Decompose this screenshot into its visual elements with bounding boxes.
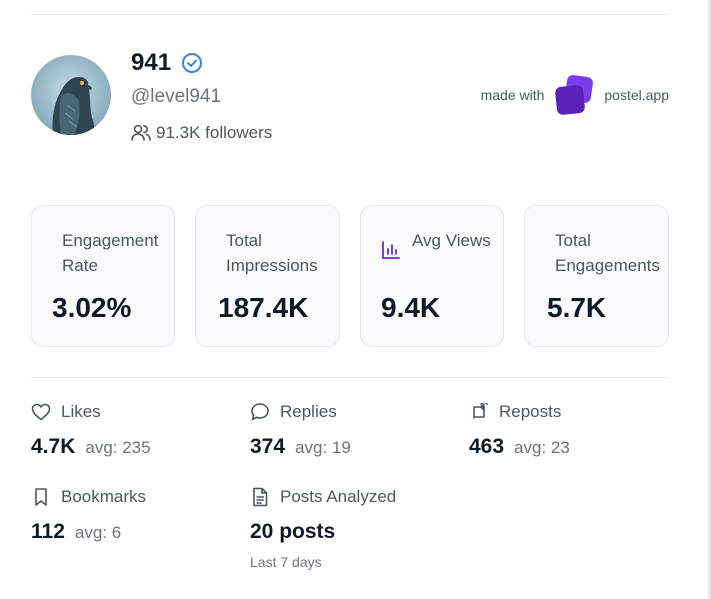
posts-analyzed-metric: Posts Analyzed 20 posts Last 7 days	[250, 485, 460, 585]
verified-badge-icon	[181, 52, 203, 74]
posts-analyzed-label: Posts Analyzed	[280, 487, 397, 506]
posts-analyzed-period: Last 7 days	[250, 554, 322, 570]
profile-handle[interactable]: @level941	[131, 86, 222, 107]
avg-views-label: Avg Views	[412, 231, 491, 250]
comment-icon	[251, 403, 269, 421]
profile-header: 941 @level941 91.3K followers made with …	[31, 48, 669, 158]
avg-views-card: Avg Views 9.4K	[360, 205, 504, 347]
replies-avg: avg: 19	[295, 438, 351, 457]
replies-metric: Replies 374 avg: 19	[250, 400, 460, 480]
reposts-value: 463	[469, 435, 505, 458]
profile-name: 941	[131, 49, 172, 76]
app-name: postel.app	[604, 87, 669, 103]
likes-avg: avg: 235	[85, 438, 151, 457]
total-engagements-card: Total Engagements 5.7K	[524, 205, 669, 347]
reposts-avg: avg: 23	[514, 438, 570, 457]
users-icon	[131, 124, 151, 141]
likes-metric: Likes 4.7K avg: 235	[31, 400, 241, 480]
posts-analyzed-value: 20 posts	[250, 520, 336, 543]
heart-icon	[31, 403, 51, 421]
scrollbar[interactable]	[708, 0, 711, 599]
engagement-rate-card: Engagement Rate 3.02%	[31, 205, 175, 347]
total-impressions-card: Total Impressions 187.4K	[195, 205, 340, 347]
likes-label: Likes	[61, 402, 101, 421]
bookmarks-value: 112	[31, 520, 65, 543]
mid-divider	[31, 377, 669, 378]
replies-value: 374	[250, 435, 286, 458]
engagement-rate-label: Engagement Rate	[62, 231, 159, 275]
followers-count: 91.3K followers	[131, 123, 272, 143]
bookmarks-avg: avg: 6	[74, 523, 122, 542]
replies-label: Replies	[280, 402, 337, 421]
bookmarks-label: Bookmarks	[61, 487, 147, 506]
reposts-metric: Reposts 463 avg: 23	[469, 400, 679, 480]
bookmarks-metric: Bookmarks 112 avg: 6	[31, 485, 241, 565]
total-impressions-label: Total Impressions	[226, 231, 318, 275]
total-engagements-value: 5.7K	[547, 292, 607, 323]
bookmark-icon	[35, 488, 47, 506]
stats-cards: Engagement Rate 3.02% Total Impressions …	[31, 205, 669, 347]
reposts-label: Reposts	[499, 402, 562, 421]
name-row: 941	[131, 48, 203, 78]
made-with-badge[interactable]: made with postel.app	[481, 74, 669, 116]
bar-chart-icon	[381, 240, 401, 265]
document-icon	[253, 487, 268, 507]
total-engagements-label: Total Engagements	[555, 231, 660, 275]
avatar[interactable]	[31, 55, 111, 135]
repost-icon	[473, 403, 488, 419]
total-impressions-value: 187.4K	[218, 292, 309, 323]
made-with-label: made with	[480, 87, 545, 103]
likes-value: 4.7K	[31, 435, 76, 458]
postel-logo-icon	[552, 74, 596, 116]
top-divider	[31, 14, 669, 15]
engagement-rate-value: 3.02%	[52, 292, 132, 323]
followers-label: 91.3K followers	[156, 123, 273, 142]
avg-views-value: 9.4K	[381, 292, 441, 323]
